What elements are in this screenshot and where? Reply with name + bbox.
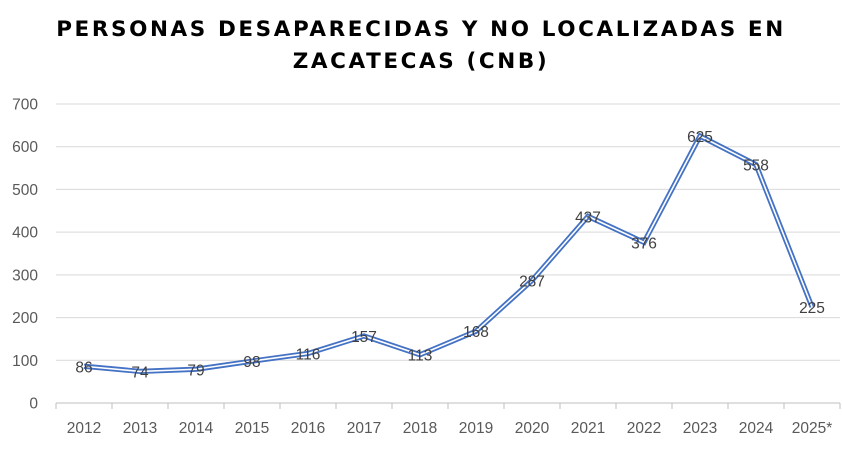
data-label: 157 (351, 329, 377, 346)
x-tick-label: 2016 (291, 420, 325, 437)
gridlines (56, 103, 840, 361)
series-lines (83, 132, 815, 374)
x-tick-label: 2024 (739, 420, 774, 437)
x-tick-label: 2020 (515, 420, 550, 437)
data-label: 287 (519, 273, 545, 290)
x-tick-label: 2017 (347, 420, 381, 437)
data-label: 113 (408, 348, 433, 365)
data-label: 225 (799, 300, 825, 317)
y-tick-label: 500 (12, 182, 38, 199)
x-tick-label: 2018 (403, 420, 437, 437)
data-label: 625 (687, 129, 713, 146)
x-tick-label: 2012 (67, 420, 101, 437)
chart-title-line-1: PERSONAS DESAPARECIDAS Y NO LOCALIZADAS … (56, 17, 786, 42)
y-tick-label: 100 (12, 353, 38, 370)
x-tick-label: 2015 (235, 420, 269, 437)
y-axis: 0 100 200 300 400 500 600 700 (12, 97, 38, 413)
data-label: 79 (187, 362, 204, 379)
data-label: 376 (631, 235, 657, 252)
chart-title: PERSONAS DESAPARECIDAS Y NO LOCALIZADAS … (0, 14, 842, 78)
x-axis: 2012 2013 2014 2015 2016 2017 2018 2019 2020 2021… (55, 402, 841, 437)
data-label: 437 (575, 209, 601, 226)
x-tick-label: 2022 (627, 420, 661, 437)
x-tick-label: 2025* (792, 420, 833, 437)
y-tick-label: 400 (12, 225, 38, 242)
x-tick-label: 2019 (459, 420, 493, 437)
x-tick-label: 2023 (683, 420, 717, 437)
y-tick-label: 600 (12, 139, 38, 156)
data-labels: 86 74 79 98 116 157 113 168 287 437 376 625 558 225 (75, 129, 825, 381)
data-label: 558 (743, 158, 769, 175)
y-tick-label: 0 (29, 396, 38, 413)
series-line-outer (83, 132, 815, 374)
y-tick-label: 300 (12, 267, 38, 284)
data-label: 116 (296, 346, 321, 363)
y-tick-label: 700 (12, 97, 38, 114)
data-label: 98 (243, 354, 260, 371)
data-label: 86 (75, 359, 92, 376)
chart-title-line-2: ZACATECAS (CNB) (292, 49, 550, 74)
series-line-inner (83, 134, 813, 373)
x-tick-label: 2014 (179, 420, 214, 437)
data-label: 74 (131, 364, 149, 381)
x-tick-label: 2021 (571, 420, 605, 437)
data-label: 168 (463, 324, 489, 341)
y-tick-label: 200 (12, 310, 38, 327)
x-tick-label: 2013 (123, 420, 157, 437)
